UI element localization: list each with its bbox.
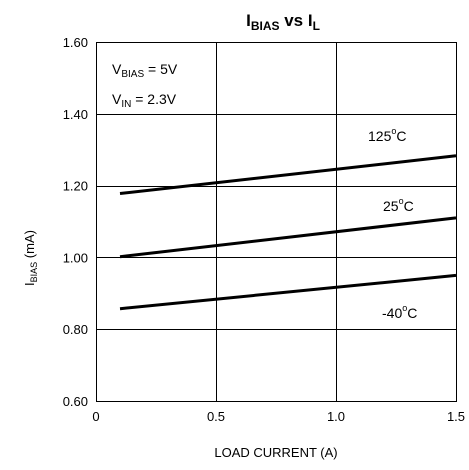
y-tick-label: 1.40 <box>63 107 88 122</box>
series-line-0 <box>119 154 457 195</box>
x-tick-label: 1.0 <box>327 409 345 424</box>
series-label-125c: 125oC <box>368 126 407 144</box>
condition-vbias: VBIAS = 5V <box>112 61 178 80</box>
x-tick-label: 0.5 <box>207 409 225 424</box>
y-tick-label: 1.20 <box>63 179 88 194</box>
y-tick-label: 0.60 <box>63 394 88 409</box>
plot-frame <box>96 42 457 402</box>
condition-vin: VIN = 2.3V <box>112 91 177 110</box>
x-tick-labels: 0 0.5 1.0 1.5 <box>92 409 465 424</box>
series-label-neg40c: -40oC <box>382 303 417 321</box>
x-tick-label: 0 <box>92 409 99 424</box>
y-tick-labels: 0.60 0.80 1.00 1.20 1.40 1.60 <box>63 35 88 409</box>
x-axis-label: LOAD CURRENT (A) <box>214 445 337 460</box>
y-tick-label: 1.60 <box>63 35 88 50</box>
y-tick-label: 0.80 <box>63 322 88 337</box>
chart-title: IBIAS vs IL <box>246 11 320 33</box>
y-axis-label: IBIAS (mA) <box>22 230 39 286</box>
series-lines <box>119 154 457 311</box>
series-label-25c: 25oC <box>383 196 414 214</box>
y-tick-label: 1.00 <box>63 250 88 265</box>
plot-border <box>96 42 457 402</box>
x-tick-label: 1.5 <box>447 409 465 424</box>
series-line-2 <box>119 273 457 311</box>
series-line-1 <box>119 216 457 259</box>
